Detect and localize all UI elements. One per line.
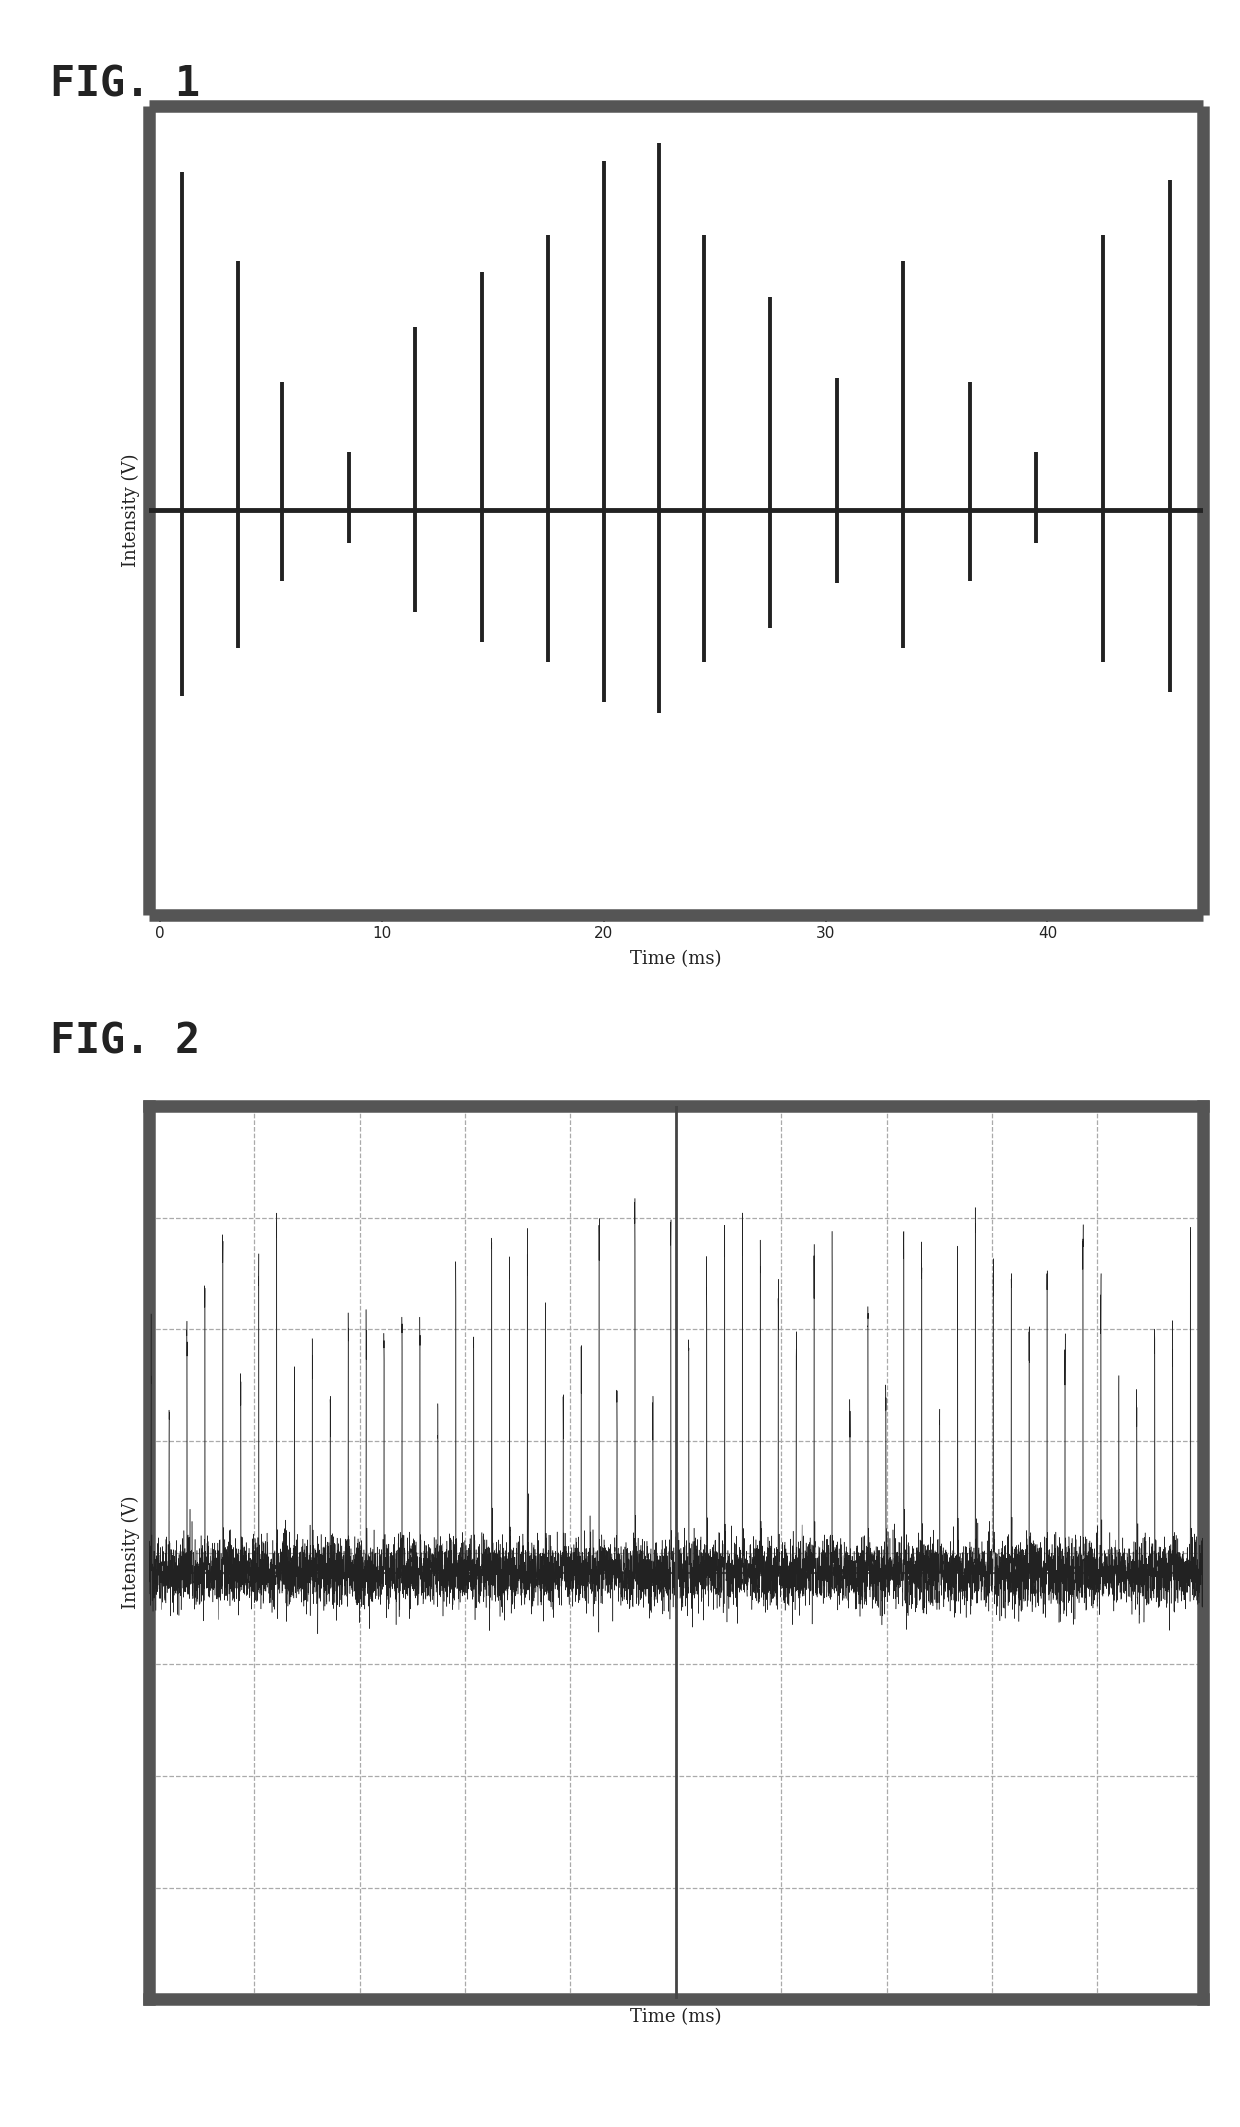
Y-axis label: Intensity (V): Intensity (V) <box>123 453 140 568</box>
Text: FIG. 2: FIG. 2 <box>50 1021 200 1064</box>
X-axis label: Time (ms): Time (ms) <box>630 2008 722 2025</box>
Text: FIG. 1: FIG. 1 <box>50 64 200 106</box>
X-axis label: Time (ms): Time (ms) <box>630 951 722 968</box>
Y-axis label: Intensity (V): Intensity (V) <box>123 1495 140 1610</box>
